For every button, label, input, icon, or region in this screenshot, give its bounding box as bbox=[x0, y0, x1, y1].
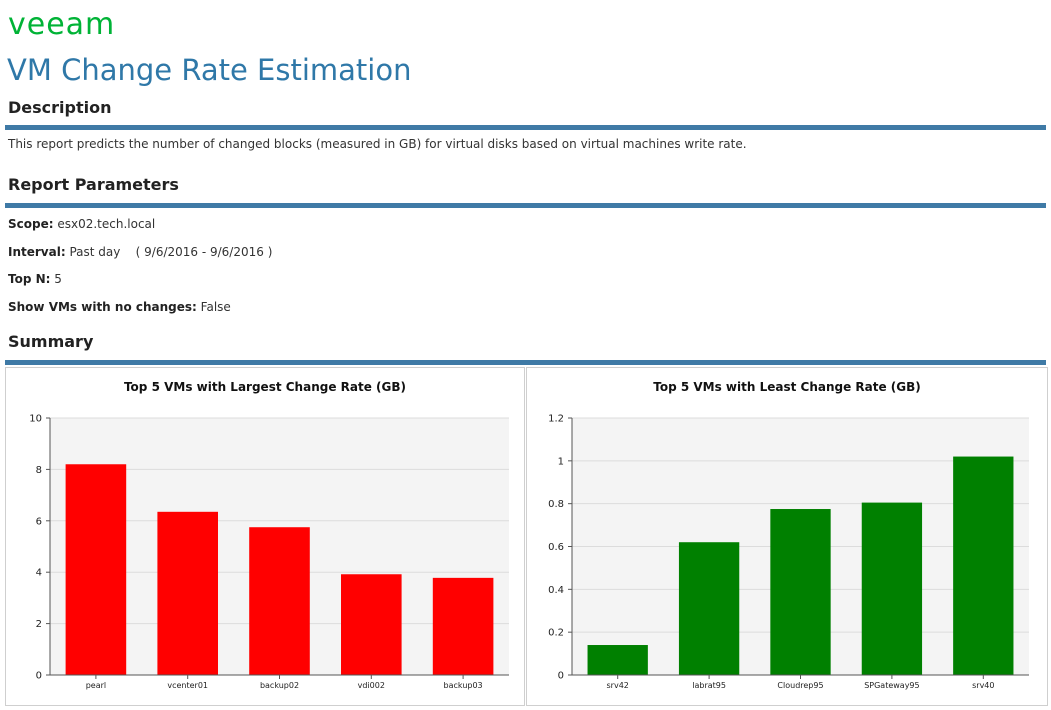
param-interval-range: ( 9/6/2016 - 9/6/2016 ) bbox=[135, 245, 273, 259]
largest-change-chart: 0 2 4 6 8 10 pearl vcenter01 backup02 vdi002 backu… bbox=[29, 414, 509, 690]
least-chart-title: Top 5 VMs with Least Change Rate (GB) bbox=[653, 380, 921, 394]
largest-bar bbox=[65, 464, 127, 675]
least-y-tick-label: 0.6 bbox=[548, 542, 564, 553]
param-interval-value: Past day bbox=[69, 245, 121, 259]
least-bar bbox=[770, 509, 831, 675]
description-text: This report predicts the number of chang… bbox=[8, 137, 747, 151]
largest-y-tick-label: 6 bbox=[36, 516, 42, 527]
least-y-tick-label: 0.2 bbox=[548, 628, 564, 639]
veeam-logo: veeam bbox=[8, 7, 116, 42]
largest-chart-title: Top 5 VMs with Largest Change Rate (GB) bbox=[123, 380, 407, 394]
largest-x-tick-label: pearl bbox=[86, 681, 106, 690]
least-bar bbox=[587, 645, 648, 675]
description-divider bbox=[5, 125, 1046, 130]
summary-heading: Summary bbox=[8, 332, 94, 351]
least-y-tick-label: 1 bbox=[558, 456, 564, 467]
least-y-tick-label: 1.2 bbox=[548, 414, 564, 425]
least-y-tick-label: 0.8 bbox=[548, 499, 564, 510]
least-x-tick-label: labrat95 bbox=[692, 681, 726, 690]
param-interval-label: Interval: bbox=[8, 245, 66, 259]
description-heading: Description bbox=[8, 98, 112, 117]
least-bar bbox=[953, 456, 1014, 675]
param-scope-label: Scope: bbox=[8, 217, 54, 231]
largest-y-tick-label: 0 bbox=[36, 671, 42, 682]
least-bar bbox=[678, 542, 740, 675]
param-show-no-changes: Show VMs with no changes: False bbox=[8, 299, 231, 315]
least-x-tick-label: srv40 bbox=[972, 681, 994, 690]
summary-divider bbox=[5, 360, 1046, 365]
least-y-tick-label: 0 bbox=[558, 671, 564, 682]
param-show-label: Show VMs with no changes: bbox=[8, 300, 197, 314]
largest-x-tick-label: backup02 bbox=[260, 681, 299, 690]
largest-y-tick-label: 8 bbox=[36, 465, 42, 476]
least-y-tick-label: 0.4 bbox=[548, 585, 564, 596]
largest-bar bbox=[157, 511, 218, 675]
largest-x-tick-label: vdi002 bbox=[358, 681, 385, 690]
least-bar bbox=[861, 502, 923, 675]
least-x-tick-label: SPGateway95 bbox=[864, 681, 919, 690]
largest-y-tick-label: 4 bbox=[36, 568, 42, 579]
param-scope: Scope: esx02.tech.local bbox=[8, 216, 155, 232]
least-change-chart: 0 0.2 0.4 0.6 0.8 1 1.2 srv42 labrat95 Cloudrep95… bbox=[548, 414, 1029, 690]
param-scope-value: esx02.tech.local bbox=[57, 217, 156, 231]
largest-bar bbox=[341, 574, 402, 675]
largest-y-tick-label: 10 bbox=[29, 414, 42, 425]
param-topn-value: 5 bbox=[54, 272, 62, 286]
largest-x-tick-label: backup03 bbox=[444, 681, 483, 690]
largest-x-tick-label: vcenter01 bbox=[167, 681, 208, 690]
page-title: VM Change Rate Estimation bbox=[7, 53, 412, 87]
least-x-tick-label: srv42 bbox=[607, 681, 629, 690]
param-topn: Top N: 5 bbox=[8, 271, 62, 287]
least-x-tick-label: Cloudrep95 bbox=[777, 681, 823, 690]
largest-bar bbox=[249, 527, 310, 675]
param-interval: Interval: Past day ( 9/6/2016 - 9/6/2016… bbox=[8, 244, 272, 260]
largest-y-tick-label: 2 bbox=[36, 619, 42, 630]
parameters-divider bbox=[5, 203, 1046, 208]
parameters-heading: Report Parameters bbox=[8, 175, 179, 194]
largest-bar bbox=[432, 577, 494, 675]
param-show-value: False bbox=[200, 300, 231, 314]
largest-change-chart-panel: Top 5 VMs with Largest Change Rate (GB) … bbox=[5, 367, 525, 706]
param-topn-label: Top N: bbox=[8, 272, 51, 286]
